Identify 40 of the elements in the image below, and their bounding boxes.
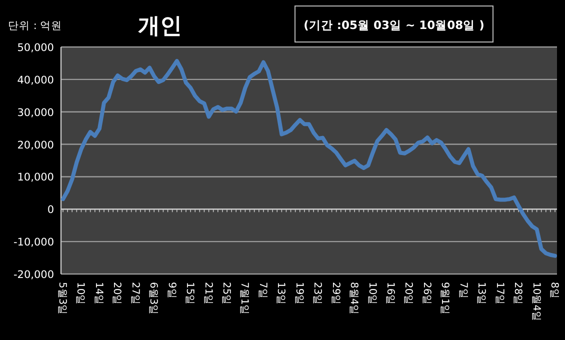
x-tick-label: 25일 <box>220 282 232 305</box>
chart-title: 개인 <box>138 14 182 39</box>
x-tick-label: 29일 <box>330 282 341 305</box>
y-tick-label: 10,000 <box>17 172 54 184</box>
x-tick-label: 7일 <box>457 282 468 298</box>
x-tick-label: 26일 <box>420 282 432 305</box>
x-tick-label: 27일 <box>129 282 140 305</box>
y-tick-label: 40,000 <box>17 74 54 86</box>
x-tick-label: 20일 <box>402 282 414 305</box>
x-tick-label: 9월1일 <box>439 282 450 315</box>
x-tick-label: 9일 <box>166 282 177 298</box>
line-series <box>61 58 557 258</box>
x-tick-label: 7월1일 <box>238 282 250 315</box>
x-tick-label: 17일 <box>494 282 505 305</box>
y-tick-label: 20,000 <box>17 139 54 152</box>
x-tick-label: 7일 <box>256 282 268 298</box>
x-tick-label: 23일 <box>312 282 323 305</box>
x-tick-label: 20일 <box>111 282 122 305</box>
chart-subtitle: (기간 :05월 03일 ~ 10월08일 ) <box>304 18 484 32</box>
text: 단위 : 억원 <box>8 20 62 32</box>
y-tick-label: -20,000 <box>13 269 54 281</box>
x-tick-label: 13일 <box>275 282 286 305</box>
y-tick-label: 0 <box>47 204 54 216</box>
y-tick-label: 30,000 <box>17 106 54 119</box>
x-tick-label: 5월3일 <box>56 282 68 315</box>
x-tick-label: 19일 <box>293 282 304 305</box>
x-tick-label: 10일 <box>366 282 378 305</box>
x-tick-label: 15일 <box>184 282 196 305</box>
x-tick-label: 8일 <box>548 282 560 298</box>
x-tick-label: 8월4일 <box>348 282 360 315</box>
x-tick-label: 10일 <box>74 282 86 305</box>
x-tick-label: 6월3일 <box>148 282 159 315</box>
x-tick-label: 13일 <box>476 282 487 305</box>
x-tick-label: 28일 <box>512 282 524 305</box>
x-tick-label: 21일 <box>202 282 214 305</box>
y-tick-label: 50,000 <box>17 42 54 54</box>
x-tick-label: 16일 <box>384 282 396 305</box>
x-tick-label: 14일 <box>92 282 104 305</box>
y-tick-label: -10,000 <box>13 236 54 249</box>
x-tick-label: 10월4일 <box>530 282 542 322</box>
